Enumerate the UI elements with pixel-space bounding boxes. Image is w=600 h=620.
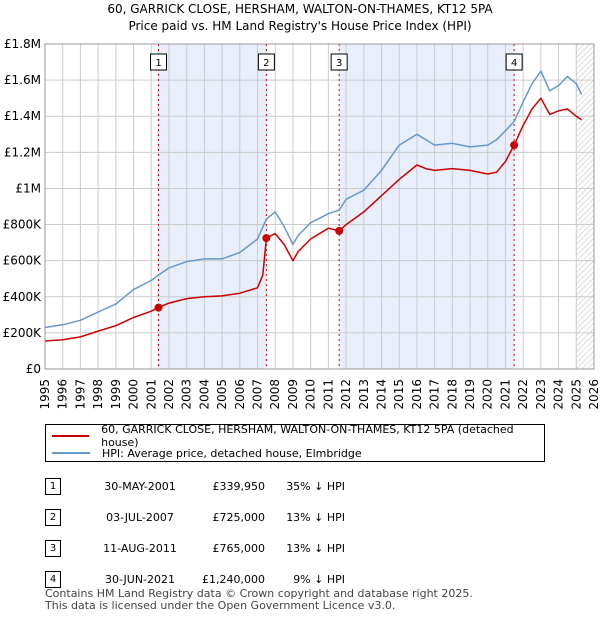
- sale-number: 1: [45, 478, 61, 495]
- sale-number: 2: [45, 509, 61, 526]
- y-tick-label: £0: [26, 362, 41, 376]
- footer-licence: This data is licensed under the Open Gov…: [45, 599, 396, 612]
- sale-marker-box: [330, 53, 348, 71]
- x-tick-label: 2025: [569, 379, 583, 410]
- x-tick-label: 2004: [197, 379, 211, 410]
- y-tick-label: £600K: [3, 254, 43, 268]
- table-row: 3 11-AUG-2011 £765,000 13% ↓ HPI: [45, 533, 345, 564]
- x-tick-label: 2015: [392, 379, 406, 410]
- x-tick-label: 2019: [463, 379, 477, 410]
- x-tick-label: 2007: [251, 379, 265, 410]
- sale-price: £339,950: [212, 480, 266, 493]
- footer: Contains HM Land Registry data © Crown c…: [45, 588, 473, 612]
- sale-hpi: 35% ↓ HPI: [286, 480, 345, 493]
- sale-point: [335, 226, 344, 235]
- sale-hpi: 13% ↓ HPI: [286, 511, 345, 524]
- legend-label-property: 60, GARRICK CLOSE, HERSHAM, WALTON-ON-TH…: [101, 423, 514, 449]
- y-tick-label: £1.8M: [4, 37, 41, 51]
- x-tick-label: 2001: [144, 379, 158, 410]
- x-tick-label: 2014: [374, 379, 388, 410]
- sale-date: 03-JUL-2007: [106, 511, 174, 524]
- sale-price: £725,000: [212, 511, 266, 524]
- sale-number: 4: [45, 571, 61, 588]
- x-tick-label: 2020: [481, 379, 495, 410]
- x-tick-label: 1999: [109, 379, 123, 410]
- x-tick-label: 2022: [516, 379, 530, 410]
- y-tick-label: £1.2M: [4, 145, 41, 159]
- y-tick-label: £1.6M: [4, 73, 41, 87]
- sale-marker-label: 4: [511, 58, 517, 69]
- x-tick-label: 2026: [587, 379, 600, 410]
- forecast-hatch: [576, 44, 594, 369]
- table-row: 1 30-MAY-2001 £339,950 35% ↓ HPI: [45, 471, 345, 502]
- sale-point: [154, 303, 163, 312]
- sales-table: 1 30-MAY-2001 £339,950 35% ↓ HPI 2 03-JU…: [45, 471, 345, 595]
- x-tick-label: 1996: [56, 379, 70, 410]
- x-tick-label: 2011: [321, 379, 335, 410]
- x-tick-label: 2017: [428, 379, 442, 410]
- hpi-line: [44, 70, 583, 329]
- legend-swatch-property: [52, 435, 90, 437]
- price-chart: 1 2 3 4 £0 £200K £400K £600K £800K £1M £1.2M £1.4M…: [3, 37, 600, 410]
- x-tick-label: 2016: [410, 379, 424, 410]
- sale-price: £1,240,000: [202, 573, 265, 586]
- sale-date: 30-MAY-2001: [104, 480, 176, 493]
- sale-number: 3: [45, 540, 61, 557]
- sale-price: £765,000: [212, 542, 266, 555]
- x-tick-label: 2023: [534, 379, 548, 410]
- x-tick-label: 2012: [339, 379, 353, 410]
- footer-copyright: Contains HM Land Registry data © Crown c…: [45, 587, 473, 600]
- x-tick-label: 1997: [73, 379, 87, 410]
- x-tick-label: 2024: [552, 379, 566, 410]
- x-tick-label: 2009: [286, 379, 300, 410]
- legend-swatch-hpi: [52, 452, 90, 454]
- sale-marker-box: [150, 53, 168, 71]
- sale-date: 30-JUN-2021: [104, 573, 176, 586]
- x-tick-label: 2010: [304, 379, 318, 410]
- x-tick-label: 2018: [445, 379, 459, 410]
- plot-frame: [44, 43, 595, 370]
- x-tick-label: 1998: [91, 379, 105, 410]
- y-tick-label: £200K: [3, 326, 43, 340]
- sale-marker-box: [257, 53, 275, 71]
- sale-point: [510, 141, 519, 150]
- sale-point: [262, 234, 271, 243]
- legend-item-hpi: HPI: Average price, detached house, Elmb…: [46, 445, 362, 461]
- x-tick-label: 2005: [215, 379, 229, 410]
- shaded-period: [158, 44, 267, 369]
- sale-marker-label: 2: [263, 58, 269, 69]
- sale-marker-label: 3: [336, 58, 342, 69]
- x-tick-label: 2002: [162, 379, 176, 410]
- legend-label-hpi: HPI: Average price, detached house, Elmb…: [102, 446, 362, 460]
- chart-title: 60, GARRICK CLOSE, HERSHAM, WALTON-ON-TH…: [107, 2, 493, 16]
- legend-item-property: 60, GARRICK CLOSE, HERSHAM, WALTON-ON-TH…: [46, 423, 544, 449]
- chart-subtitle: Price paid vs. HM Land Registry's House …: [128, 19, 472, 33]
- y-tick-label: £1M: [15, 181, 41, 195]
- shaded-period: [339, 44, 515, 369]
- sale-marker-box: [505, 53, 523, 71]
- x-tick-label: 2000: [127, 379, 141, 410]
- sale-hpi: 13% ↓ HPI: [286, 542, 345, 555]
- y-tick-label: £800K: [3, 218, 43, 232]
- x-tick-label: 1995: [38, 379, 52, 410]
- table-row: 2 03-JUL-2007 £725,000 13% ↓ HPI: [45, 502, 345, 533]
- x-tick-label: 2003: [180, 379, 194, 410]
- x-tick-label: 2006: [233, 379, 247, 410]
- sale-marker-label: 1: [155, 58, 161, 69]
- legend: 60, GARRICK CLOSE, HERSHAM, WALTON-ON-TH…: [45, 423, 545, 462]
- y-tick-label: £1.4M: [4, 109, 41, 123]
- x-tick-label: 2021: [498, 379, 512, 410]
- x-tick-label: 2013: [357, 379, 371, 410]
- y-tick-label: £400K: [3, 290, 43, 304]
- table-row: 4 30-JUN-2021 £1,240,000 9% ↓ HPI: [45, 564, 345, 595]
- x-tick-label: 2008: [268, 379, 282, 410]
- sale-hpi: 9% ↓ HPI: [293, 573, 345, 586]
- sale-date: 11-AUG-2011: [103, 542, 177, 555]
